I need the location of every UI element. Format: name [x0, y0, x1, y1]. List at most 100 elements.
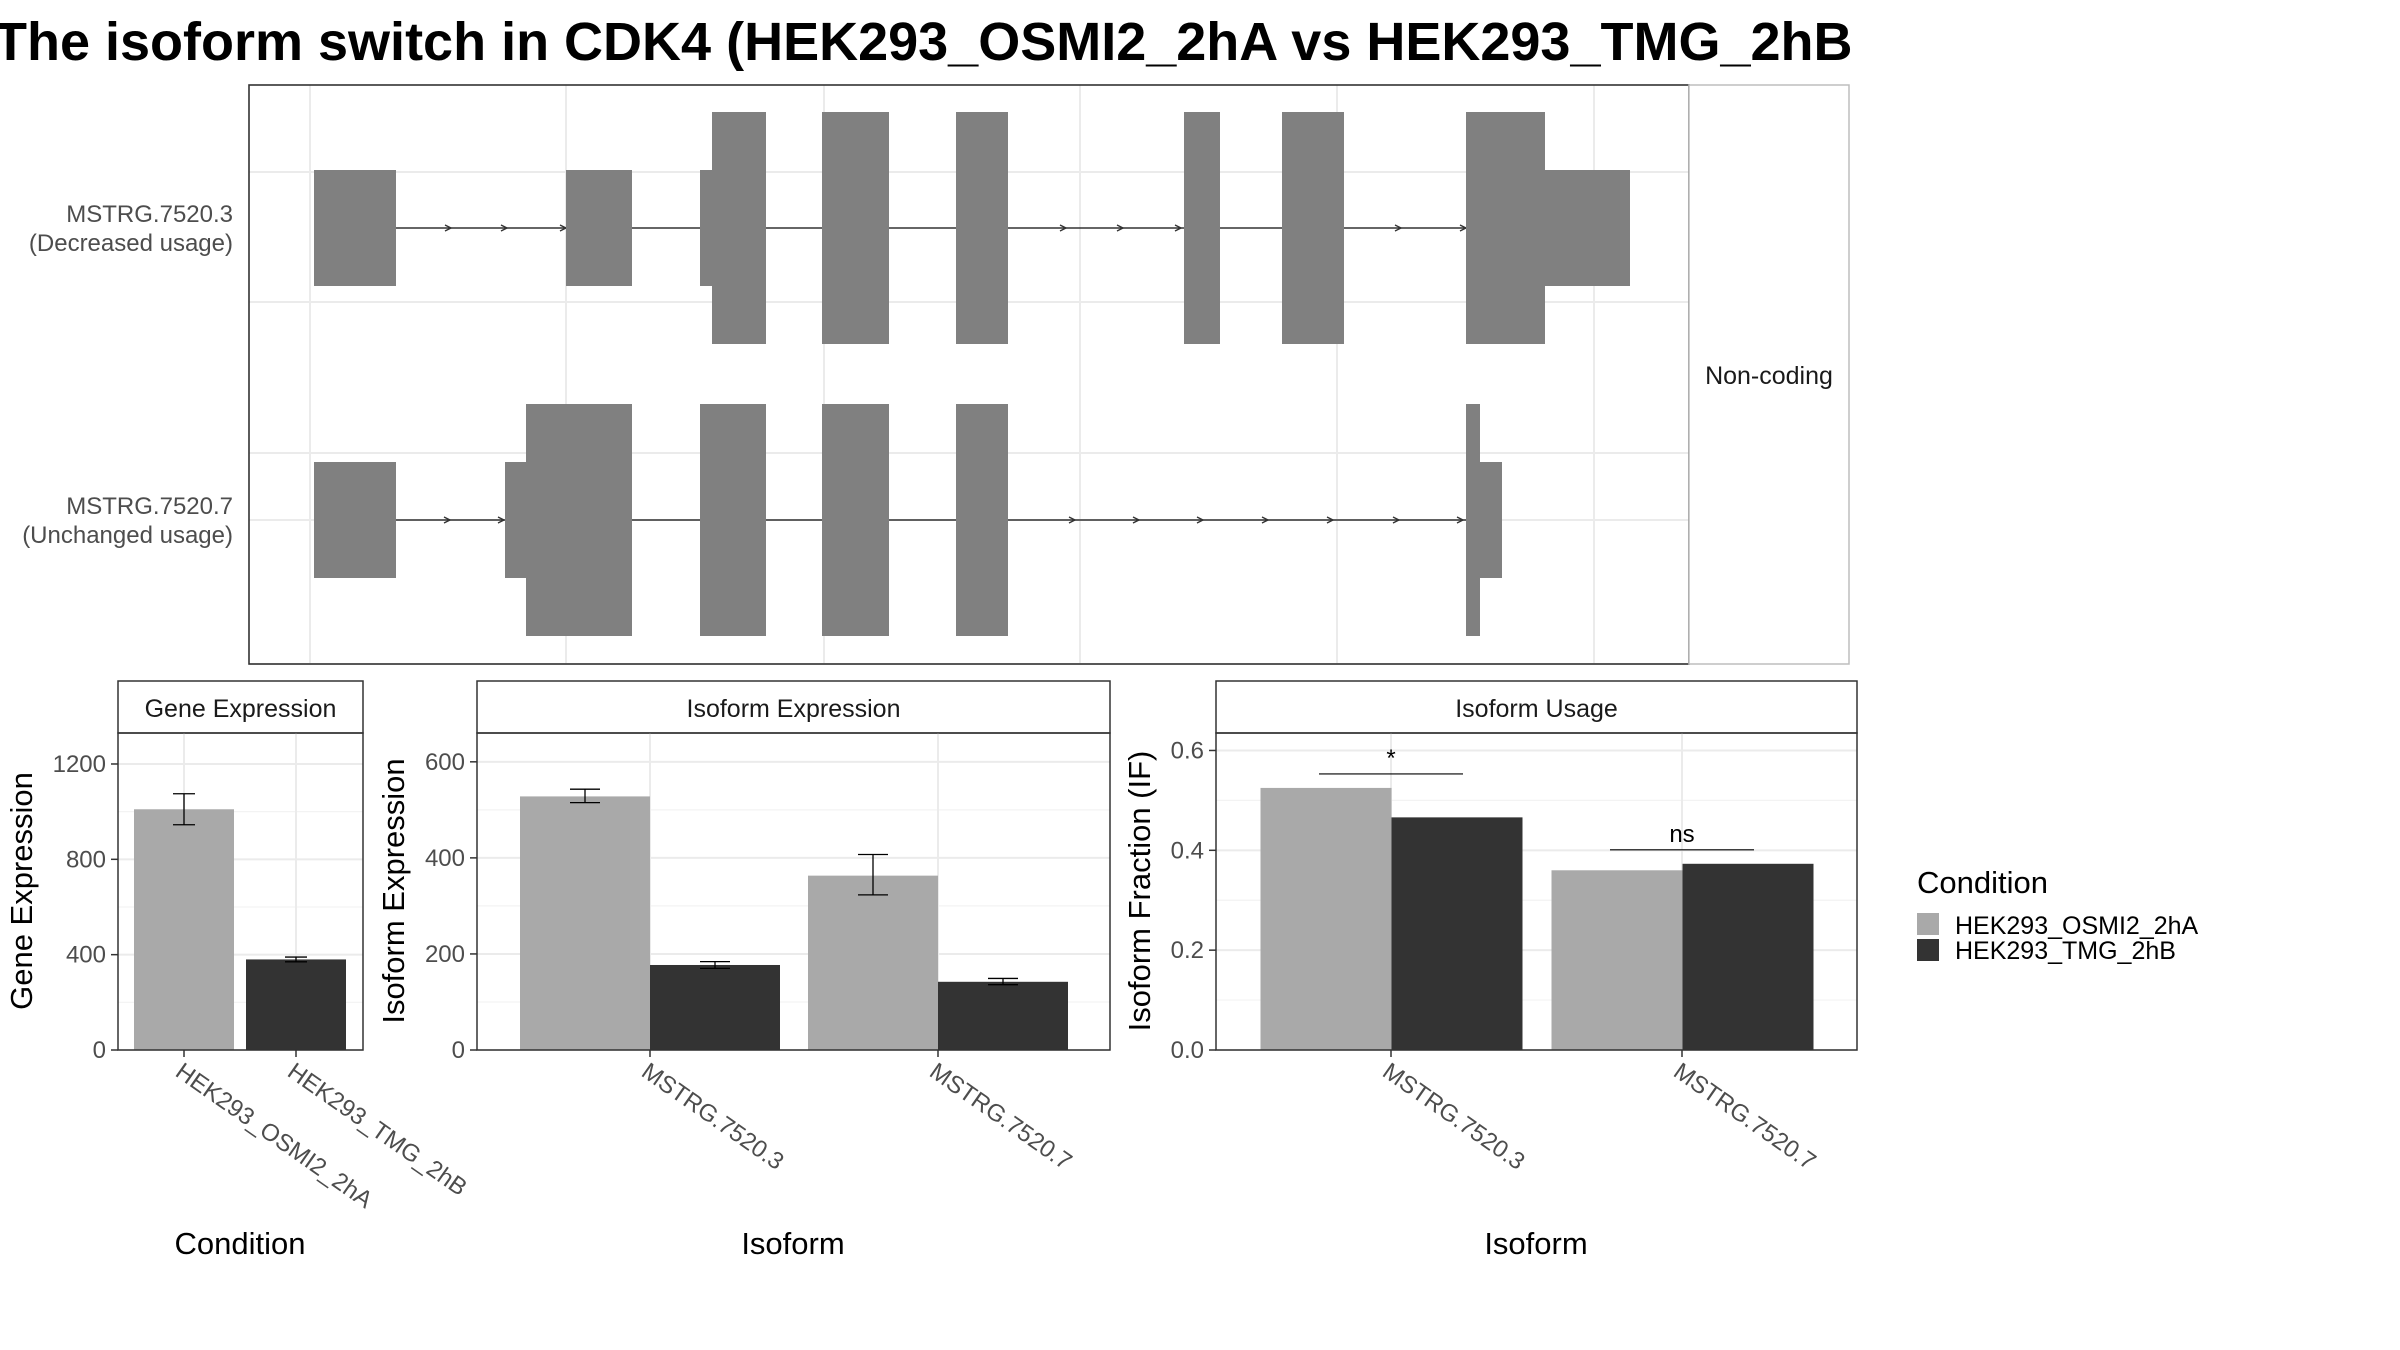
y-tick-label-1-4: 1200 [53, 751, 106, 778]
figure-title: The isoform switch in CDK4 (HEK293_OSMI2… [0, 12, 1853, 72]
error-bar-2-1-2 [700, 960, 730, 969]
significance-label-2: ns [1669, 821, 1694, 848]
structure-tracks [314, 112, 1630, 636]
panel-border-1 [117, 732, 364, 1051]
intron-arrow-2-5 [1196, 516, 1205, 524]
exon-2-1 [314, 462, 396, 578]
intron-arrow-1-6 [1174, 224, 1183, 232]
facet-label-2: Isoform Expression [687, 695, 901, 723]
isoform-label-2-id: MSTRG.7520.7 [66, 493, 233, 520]
exon-2-3 [526, 404, 632, 636]
intron-arrow-1-5 [1116, 224, 1125, 232]
legend-label-tmg: HEK293_TMG_2hB [1955, 937, 2176, 965]
legend: Condition HEK293_OSMI2_2hA HEK293_TMG_2h… [1917, 865, 2199, 965]
intron-arrow-2-8 [1392, 516, 1401, 524]
intron-arrow-2-4 [1132, 516, 1141, 524]
exon-2-4 [700, 404, 766, 636]
isoform-label-1-note: (Decreased usage) [29, 230, 233, 257]
exon-1-4 [712, 112, 766, 344]
facet-label-3: Isoform Usage [1455, 695, 1618, 723]
bar-2-1-2 [650, 964, 780, 1050]
exon-1-10 [1545, 170, 1630, 286]
y-tick-label-3-4: 0.6 [1171, 737, 1204, 764]
exon-1-6 [956, 112, 1008, 344]
structure-facet-strip [1688, 84, 1850, 665]
exon-2-2 [505, 462, 526, 578]
y-axis-title-3: Isoform Fraction (IF) [1122, 751, 1157, 1032]
exon-1-5 [822, 112, 889, 344]
x-tick-label-1-1: HEK293_OSMI2_2hA [171, 1058, 378, 1214]
intron-arrow-1-4 [1059, 224, 1068, 232]
y-tick-label-3-2: 0.2 [1171, 937, 1204, 964]
legend-title: Condition [1917, 865, 2048, 900]
x-axis-title-1: Condition [175, 1226, 306, 1261]
exon-2-7 [1466, 404, 1480, 636]
x-tick-label-2-2: MSTRG.7520.7 [925, 1058, 1077, 1176]
exon-2-6 [956, 404, 1008, 636]
exon-2-5 [822, 404, 889, 636]
bar-3-1-1 [1260, 787, 1392, 1050]
intron-arrow-1-1 [444, 224, 453, 232]
bar-1-1-1 [134, 809, 234, 1050]
x-tick-label-2-1: MSTRG.7520.3 [637, 1058, 789, 1176]
x-axis-title-2: Isoform [741, 1226, 844, 1261]
y-tick-label-2-2: 200 [425, 941, 465, 968]
intron-arrow-2-9 [1456, 516, 1465, 524]
x-tick-label-3-1: MSTRG.7520.3 [1378, 1058, 1530, 1176]
intron-arrow-2-3 [1068, 516, 1077, 524]
y-tick-label-1-3: 800 [66, 846, 106, 873]
exon-1-2 [566, 170, 632, 286]
y-tick-label-2-4: 600 [425, 749, 465, 776]
panel-2: Isoform Expression 0 200 400 600 MSTRG.7520.3… [376, 680, 1111, 1261]
error-bar-1-2-1 [285, 956, 307, 963]
structure-facet-label: Non-coding [1705, 362, 1833, 390]
intron-arrow-2-2 [497, 516, 506, 524]
y-tick-label-3-1: 0.0 [1171, 1037, 1204, 1064]
y-tick-label-2-1: 0 [452, 1037, 465, 1064]
facet-label-1: Gene Expression [145, 695, 337, 723]
panel-3: Isoform Usage 0.0 0.2 0.4 0.6 * ns MSTRG.7520.3… [1122, 680, 1858, 1261]
intron-arrow-2-1 [443, 516, 452, 524]
x-tick-label-1-2: HEK293_TMG_2hB [283, 1058, 472, 1202]
y-tick-label-2-3: 400 [425, 845, 465, 872]
y-axis-title-2: Isoform Expression [376, 758, 411, 1023]
bar-2-2-1 [808, 875, 938, 1050]
exon-1-9 [1466, 112, 1545, 344]
isoform-label-2-note: (Unchanged usage) [22, 522, 233, 549]
y-tick-label-1-2: 400 [66, 942, 106, 969]
bar-chart-panels: Gene Expression 0 400 800 1200 HEK293_OSMI2_2… [4, 680, 1858, 1261]
bar-1-2-1 [246, 959, 346, 1050]
facet-strip-1 [117, 680, 364, 734]
error-bar-2-2-2 [988, 977, 1018, 986]
intron-arrow-2-6 [1261, 516, 1270, 524]
panel-border-3 [1215, 732, 1858, 1051]
bar-3-2-1 [1551, 870, 1683, 1050]
facet-strip-3 [1215, 680, 1858, 734]
structure-panel: Non-coding MSTRG.7520.3 (Decreased usage… [22, 84, 1850, 665]
y-tick-label-3-3: 0.4 [1171, 837, 1204, 864]
intron-arrow-1-2 [500, 224, 509, 232]
error-bar-2-1-1 [570, 788, 600, 804]
legend-label-osmi2: HEK293_OSMI2_2hA [1955, 912, 2199, 940]
exon-1-1 [314, 170, 396, 286]
intron-arrow-2-7 [1326, 516, 1335, 524]
bar-2-2-2 [938, 981, 1068, 1050]
facet-strip-2 [476, 680, 1111, 734]
exon-1-8 [1282, 112, 1344, 344]
legend-swatch-tmg [1917, 939, 1939, 961]
exon-2-8 [1480, 462, 1502, 578]
intron-arrow-1-7 [1394, 224, 1403, 232]
y-tick-label-1-1: 0 [93, 1037, 106, 1064]
isoform-label-1-id: MSTRG.7520.3 [66, 201, 233, 228]
x-axis-title-3: Isoform [1484, 1226, 1587, 1261]
bar-3-1-2 [1391, 817, 1523, 1050]
x-tick-label-3-2: MSTRG.7520.7 [1669, 1058, 1821, 1176]
y-axis-title-1: Gene Expression [4, 772, 39, 1010]
significance-label-1: * [1386, 745, 1395, 772]
error-bar-2-2-1 [858, 853, 888, 896]
bar-2-1-1 [520, 796, 650, 1050]
bar-3-2-2 [1682, 863, 1814, 1050]
exon-1-3 [700, 170, 712, 286]
panel-border-2 [476, 732, 1111, 1051]
error-bar-1-1-1 [173, 793, 195, 826]
